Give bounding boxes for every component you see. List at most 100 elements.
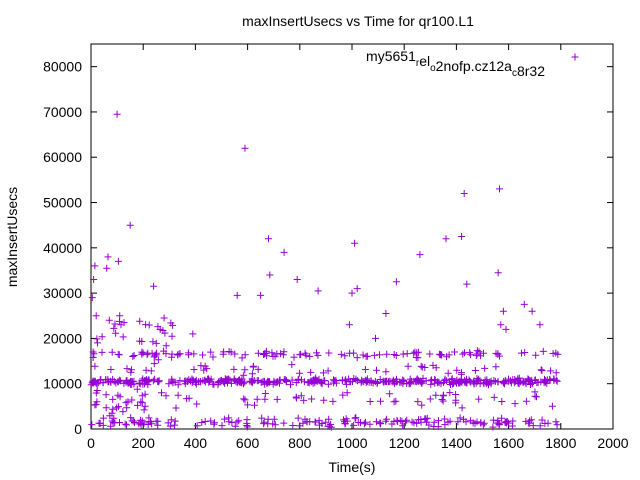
data-point — [444, 369, 452, 377]
data-point — [231, 350, 239, 358]
data-point — [93, 335, 101, 343]
data-point — [134, 401, 142, 409]
y-tick-label: 10000 — [43, 376, 82, 392]
data-point — [483, 376, 491, 384]
data-point — [108, 409, 116, 417]
data-point — [406, 375, 414, 383]
data-point — [352, 414, 360, 422]
data-point — [454, 418, 462, 426]
data-point — [398, 417, 406, 425]
data-point — [172, 404, 180, 412]
data-point — [448, 375, 456, 383]
data-point — [527, 416, 535, 424]
data-point — [243, 423, 251, 431]
data-point — [293, 394, 300, 402]
data-point — [426, 350, 434, 358]
data-point — [231, 422, 239, 430]
data-point — [390, 398, 398, 406]
data-point — [241, 396, 249, 404]
data-point — [376, 419, 384, 427]
data-point — [376, 376, 384, 383]
data-point — [494, 350, 502, 358]
data-point — [209, 353, 217, 361]
data-point — [109, 405, 117, 413]
data-point — [235, 417, 243, 425]
data-point — [154, 356, 162, 364]
data-point — [269, 352, 277, 360]
data-point — [150, 360, 158, 368]
x-tick-label: 1600 — [493, 435, 524, 451]
data-point — [205, 376, 213, 384]
data-point — [345, 375, 353, 383]
data-point — [461, 349, 468, 357]
data-point — [453, 379, 460, 387]
data-point — [136, 337, 144, 345]
data-point — [136, 380, 144, 388]
data-point — [396, 378, 404, 386]
data-point — [151, 351, 159, 359]
data-point — [327, 423, 335, 431]
data-point — [107, 378, 115, 386]
data-point — [342, 380, 350, 388]
data-point — [341, 420, 349, 428]
data-point — [233, 291, 241, 299]
x-axis-title: Time(s) — [329, 459, 376, 475]
data-point — [182, 377, 190, 385]
data-point — [269, 420, 277, 428]
data-point — [342, 415, 350, 423]
y-tick-label: 0 — [74, 421, 82, 437]
data-point — [138, 348, 146, 356]
data-point — [149, 338, 157, 346]
data-point — [312, 376, 320, 384]
data-point — [383, 377, 391, 385]
data-point — [225, 418, 233, 426]
data-point — [103, 264, 111, 272]
data-points — [87, 110, 562, 431]
data-point — [94, 339, 101, 347]
data-point — [367, 377, 375, 385]
data-point — [171, 417, 179, 425]
data-point — [297, 392, 305, 400]
data-point — [458, 233, 466, 240]
data-point — [98, 348, 106, 356]
data-point — [93, 398, 101, 406]
data-point — [141, 390, 149, 398]
data-point — [109, 395, 117, 403]
data-point — [138, 399, 146, 407]
data-point — [408, 418, 416, 426]
y-axis-title: maxInsertUsecs — [4, 187, 20, 287]
y-tick-label: 70000 — [43, 104, 82, 120]
data-point — [540, 379, 548, 387]
data-point — [366, 398, 374, 405]
data-point — [153, 349, 161, 357]
data-point — [221, 375, 229, 383]
data-point — [144, 349, 152, 357]
data-point — [95, 419, 103, 427]
data-point — [123, 404, 131, 412]
data-point — [317, 379, 325, 387]
data-point — [123, 421, 130, 429]
data-point — [452, 391, 460, 398]
data-point — [325, 415, 333, 423]
data-point — [430, 423, 438, 430]
data-point — [204, 375, 212, 383]
data-point — [158, 389, 165, 397]
data-point — [351, 414, 359, 422]
data-point — [485, 381, 492, 389]
data-point — [287, 381, 294, 389]
data-point — [241, 366, 249, 374]
data-point — [452, 399, 460, 407]
data-point — [254, 377, 262, 384]
data-point — [416, 251, 424, 259]
data-point — [203, 365, 211, 373]
data-point — [162, 342, 170, 350]
data-point — [184, 349, 192, 357]
data-point — [260, 350, 268, 358]
data-point — [241, 351, 249, 359]
data-point — [152, 339, 160, 347]
x-axis: 0 200 400 600 800 1000 1200 1400 1600 1800 2000 — [87, 44, 629, 451]
data-point — [458, 404, 466, 412]
data-point — [353, 285, 361, 293]
data-point — [254, 349, 262, 357]
data-point — [498, 414, 506, 422]
